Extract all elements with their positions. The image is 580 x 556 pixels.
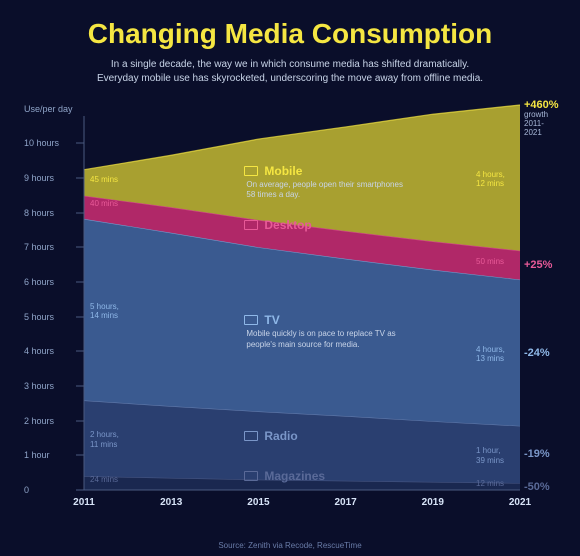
series-note-tv: Mobile quickly is on pace to replace TV … bbox=[246, 329, 406, 350]
start-value-magazines: 24 mins bbox=[90, 475, 118, 485]
y-tick-label: 1 hour bbox=[24, 450, 50, 460]
end-value-mobile: 4 hours,12 mins bbox=[476, 170, 505, 189]
growth-desktop: +25% bbox=[524, 259, 552, 271]
subtitle: In a single decade, the way we in which … bbox=[20, 58, 560, 86]
y-tick-label: 4 hours bbox=[24, 346, 54, 356]
page-title: Changing Media Consumption bbox=[20, 18, 560, 50]
radio-icon bbox=[244, 431, 258, 441]
start-value-radio: 2 hours,11 mins bbox=[90, 430, 119, 449]
y-tick-label: 6 hours bbox=[24, 277, 54, 287]
y-tick-label: 7 hours bbox=[24, 242, 54, 252]
end-value-desktop: 50 mins bbox=[476, 257, 504, 267]
chart: Use/per day 01 hour2 hours3 hours4 hours… bbox=[20, 102, 560, 522]
y-tick-label: 0 bbox=[24, 485, 29, 495]
start-value-mobile: 45 mins bbox=[90, 175, 118, 185]
start-value-desktop: 40 mins bbox=[90, 199, 118, 209]
source-footer: Source: Zenith via Recode, RescueTime bbox=[0, 541, 580, 550]
growth-mobile: +460%growth2011-2021 bbox=[524, 99, 560, 137]
growth-magazines: -50% bbox=[524, 481, 550, 493]
desktop-icon bbox=[244, 220, 258, 230]
growth-radio: -19% bbox=[524, 448, 550, 460]
series-label-mobile: Mobile bbox=[264, 164, 302, 178]
x-tick-label: 2011 bbox=[73, 497, 95, 508]
end-value-radio: 1 hour,39 mins bbox=[476, 446, 504, 465]
end-value-magazines: 12 mins bbox=[476, 479, 504, 489]
mobile-icon bbox=[244, 166, 258, 176]
y-tick-label: 2 hours bbox=[24, 416, 54, 426]
y-tick-label: 10 hours bbox=[24, 138, 59, 148]
y-tick-label: 9 hours bbox=[24, 173, 54, 183]
x-tick-label: 2015 bbox=[247, 497, 269, 508]
series-note-mobile: On average, people open their smartphone… bbox=[246, 180, 406, 201]
tv-icon bbox=[244, 315, 258, 325]
series-label-desktop: Desktop bbox=[264, 218, 311, 232]
growth-tv: -24% bbox=[524, 347, 550, 359]
magazines-icon bbox=[244, 471, 258, 481]
x-tick-label: 2017 bbox=[334, 497, 356, 508]
start-value-tv: 5 hours,14 mins bbox=[90, 302, 119, 321]
x-tick-label: 2013 bbox=[160, 497, 182, 508]
y-tick-label: 3 hours bbox=[24, 381, 54, 391]
series-label-tv: TV bbox=[264, 313, 279, 327]
end-value-tv: 4 hours,13 mins bbox=[476, 345, 505, 364]
x-tick-label: 2021 bbox=[509, 497, 531, 508]
series-label-radio: Radio bbox=[264, 429, 297, 443]
y-tick-label: 8 hours bbox=[24, 208, 54, 218]
y-tick-label: 5 hours bbox=[24, 312, 54, 322]
x-tick-label: 2019 bbox=[422, 497, 444, 508]
series-label-magazines: Magazines bbox=[264, 469, 325, 483]
